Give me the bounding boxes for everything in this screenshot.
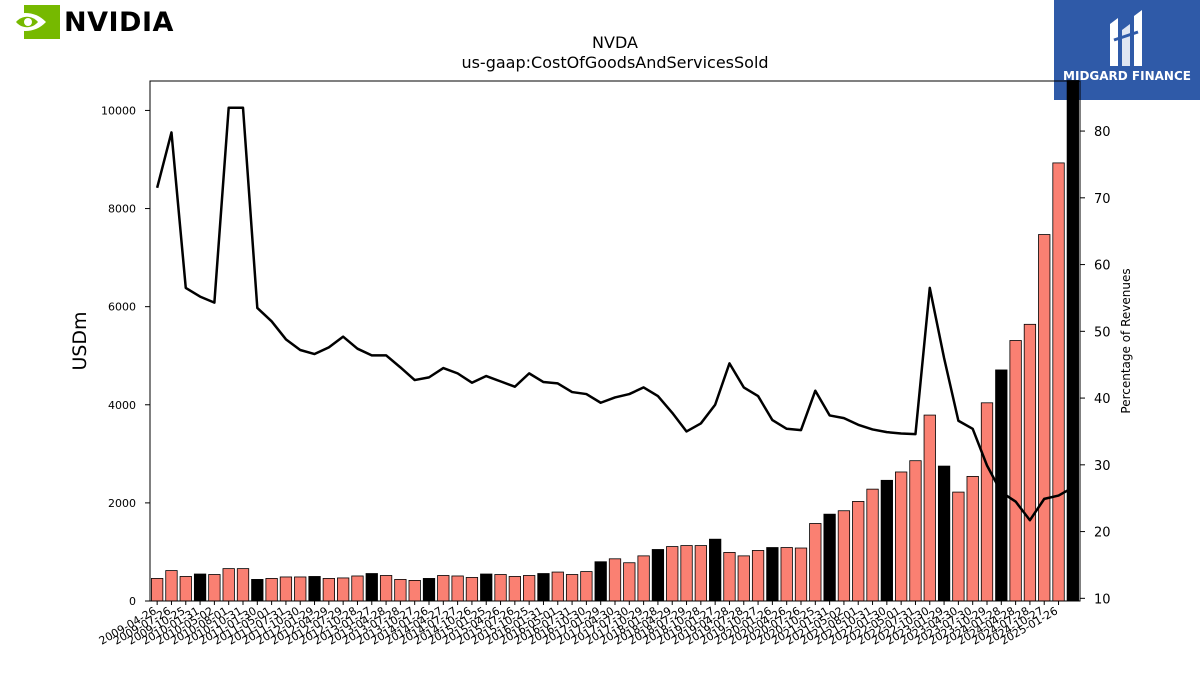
bar: [594, 561, 607, 602]
bar: [508, 576, 521, 602]
bar: [923, 414, 936, 602]
bar: [1009, 340, 1022, 602]
bar: [580, 571, 593, 602]
y2-tick-label: 30: [1094, 459, 1111, 474]
bar: [608, 558, 622, 602]
bar: [880, 479, 893, 602]
bar: [322, 578, 335, 602]
bar: [437, 575, 450, 602]
y2-axis-label: Percentage of Revenues: [1119, 268, 1133, 413]
bar: [980, 402, 994, 602]
bar: [866, 488, 879, 602]
bar: [1066, 80, 1079, 602]
bar: [809, 523, 822, 602]
y2-tick-label: 70: [1094, 192, 1111, 207]
y2-tick-label: 40: [1094, 392, 1111, 407]
bar: [251, 579, 264, 602]
bar: [480, 573, 493, 602]
bar: [379, 575, 393, 602]
nvidia-logo: NVIDIA: [4, 4, 174, 40]
bar: [465, 577, 479, 602]
bar: [451, 575, 464, 602]
bar: [408, 580, 421, 602]
bar: [537, 573, 550, 602]
bar: [394, 579, 407, 602]
bar: [694, 545, 707, 602]
bar: [222, 568, 235, 602]
bar: [937, 465, 951, 602]
y2-tick-label: 20: [1094, 526, 1111, 541]
y2-tick-label: 60: [1094, 259, 1111, 274]
bar: [780, 547, 793, 602]
bar: [565, 574, 579, 602]
y-tick-label: 8000: [108, 203, 136, 216]
bar: [351, 575, 364, 602]
bar: [165, 570, 178, 602]
y2-tick-label: 50: [1094, 325, 1111, 340]
bar: [1023, 323, 1037, 602]
bar: [794, 547, 808, 602]
bar: [680, 545, 693, 602]
bar: [751, 550, 765, 602]
chart-subtitle: us-gaap:CostOfGoodsAndServicesSold: [461, 53, 768, 72]
bar: [551, 571, 564, 602]
bar: [151, 578, 164, 602]
bar: [494, 574, 507, 602]
bar: [837, 510, 851, 602]
bar: [666, 546, 679, 602]
bar: [279, 576, 293, 602]
nvidia-eye-icon: [6, 5, 60, 39]
bar: [651, 549, 665, 602]
bar: [236, 568, 250, 602]
bar: [265, 578, 278, 602]
midgard-wordmark: MIDGARD FINANCE: [1063, 69, 1191, 83]
chart-title: NVDA: [592, 33, 638, 52]
y-tick-label: 4000: [108, 399, 136, 412]
bar: [179, 576, 192, 602]
bar: [852, 501, 865, 602]
y-axis-label: USDm: [69, 311, 91, 370]
bar: [966, 475, 979, 602]
bar: [909, 460, 922, 602]
bar: [422, 578, 436, 602]
y-tick-label: 2000: [108, 497, 136, 510]
bar: [737, 555, 750, 602]
bar: [623, 562, 636, 602]
bar: [895, 471, 908, 602]
bar: [308, 576, 321, 602]
bar: [523, 575, 536, 602]
nvidia-wordmark: NVIDIA: [64, 6, 174, 38]
bar: [1038, 234, 1051, 602]
bar: [1052, 162, 1065, 602]
bar: [637, 555, 650, 602]
y-tick-label: 10000: [101, 104, 136, 117]
midgard-mark-icon: [1110, 10, 1142, 66]
y-tick-label: 6000: [108, 301, 136, 314]
y2-tick-label: 10: [1094, 592, 1111, 607]
bar: [365, 573, 378, 602]
bar: [952, 491, 965, 602]
bar: [193, 573, 207, 602]
bar: [294, 576, 307, 602]
bar: [823, 513, 836, 602]
bar: [208, 574, 221, 602]
bar: [709, 538, 722, 602]
y-tick-label: 0: [129, 595, 136, 608]
bar: [337, 577, 350, 602]
bar: [766, 547, 779, 602]
bar: [723, 552, 736, 602]
percentage-line: [155, 106, 1074, 522]
y2-tick-label: 80: [1094, 125, 1111, 140]
